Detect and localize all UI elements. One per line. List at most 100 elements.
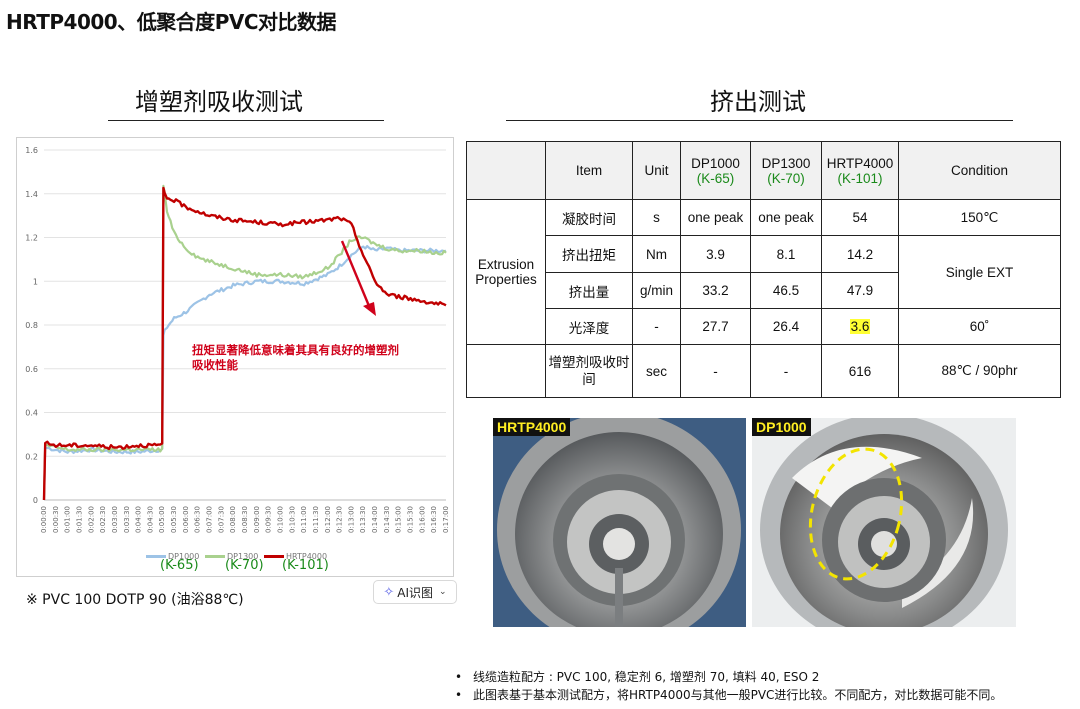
y-tick-label: 0 <box>33 496 38 505</box>
row-unit: s <box>632 199 681 236</box>
legend-label-hrtp4000: HRTP4000 <box>286 552 328 561</box>
row-hrtp4000: 3.6 <box>821 308 899 345</box>
legend-swatch-hrtp4000 <box>264 555 284 558</box>
x-tick-label: 0:04:00 <box>135 506 143 533</box>
annotation-arrow-shaft <box>340 240 371 307</box>
x-tick-label: 0:09:00 <box>253 506 261 533</box>
row-condition: 150℃ <box>898 199 1061 236</box>
annotation-line-2: 吸收性能 <box>192 358 238 372</box>
extruder-photo-dp1000 <box>752 418 1016 627</box>
legend-k-hrtp4000: (K-101) <box>282 558 329 573</box>
x-tick-label: 0:15:00 <box>395 506 403 533</box>
row-item: 凝胶时间 <box>545 199 633 236</box>
x-tick-label: 0:11:00 <box>300 506 308 533</box>
legend-dp1300: DP1300 <box>205 552 258 561</box>
row-item: 增塑剂吸收时间 <box>545 344 633 398</box>
x-tick-label: 0:00:00 <box>40 506 48 533</box>
series-line-hrtp4000 <box>42 186 447 501</box>
x-tick-label: 0:01:00 <box>64 506 72 533</box>
row-dp1300: 26.4 <box>750 308 822 345</box>
x-tick-label: 0:07:00 <box>206 506 214 533</box>
row-dp1000: 33.2 <box>680 272 751 309</box>
table-row: 增塑剂吸收时间 sec - - 616 88℃ / 90phr <box>466 344 1061 398</box>
row-item: 挤出量 <box>545 272 633 309</box>
table-row: Extrusion Properties 凝胶时间 s one peak one… <box>466 199 1061 345</box>
chart-annotation: 扭矩显著降低意味着其具有良好的增塑剂 吸收性能 <box>192 343 432 373</box>
row-blank <box>466 344 546 398</box>
chevron-down-icon: ⌄ <box>439 587 447 597</box>
row-unit: sec <box>632 344 681 398</box>
ai-button-label: AI识图 <box>397 585 434 600</box>
right-section-rule <box>506 120 1013 121</box>
x-tick-label: 0:09:30 <box>265 506 273 533</box>
header-hrtp4000-name: HRTP4000 <box>826 155 894 171</box>
x-tick-label: 0:06:00 <box>182 506 190 533</box>
ai-image-recognition-button[interactable]: ✧ AI识图 ⌄ <box>373 580 457 604</box>
header-blank <box>466 141 546 200</box>
series-line-dp1300 <box>42 184 447 501</box>
annotation-arrow-head <box>363 302 376 316</box>
legend-swatch-dp1300 <box>205 555 225 558</box>
row-condition: 60˚ <box>898 308 1061 345</box>
x-tick-label: 0:02:30 <box>99 506 107 533</box>
y-tick-label: 0.2 <box>25 452 38 461</box>
photo-tag-hrtp4000: HRTP4000 <box>493 418 571 436</box>
series-line-dp1000 <box>42 244 447 501</box>
row-dp1300: 8.1 <box>750 235 822 273</box>
row-hrtp4000: 14.2 <box>821 235 899 273</box>
header-dp1000-k: (K-65) <box>696 170 735 186</box>
y-tick-label: 1.6 <box>25 146 38 155</box>
x-tick-label: 0:01:30 <box>75 506 83 533</box>
x-tick-label: 0:14:30 <box>383 506 391 533</box>
y-tick-label: 0.4 <box>25 409 38 418</box>
table-row: 光泽度 - 27.7 26.4 3.6 60˚ <box>467 308 1061 345</box>
x-tick-label: 0:05:00 <box>158 506 166 533</box>
x-tick-label: 0:07:30 <box>217 506 225 533</box>
y-tick-label: 0.6 <box>25 365 38 374</box>
x-tick-label: 0:02:00 <box>87 506 95 533</box>
header-dp1000-name: DP1000 <box>691 155 740 171</box>
left-section-rule <box>108 120 384 121</box>
row-dp1000: one peak <box>680 199 751 236</box>
legend-k-dp1300: (K-70) <box>225 558 264 573</box>
note-item: 此图表基于基本测试配方，将HRTP4000与其他一般PVC进行比较。不同配方，对… <box>455 686 1002 704</box>
left-section-title: 增塑剂吸收测试 <box>135 88 303 116</box>
header-item: Item <box>545 141 633 200</box>
row-unit: g/min <box>632 272 681 309</box>
header-unit: Unit <box>632 141 681 200</box>
bottom-notes: 线缆造粒配方 : PVC 100, 稳定剂 6, 增塑剂 70, 填料 40, … <box>455 668 1002 704</box>
header-dp1300-k: (K-70) <box>767 170 805 186</box>
legend-label-dp1000: DP1000 <box>168 552 200 561</box>
torque-chart-svg: 0 0.2 0.4 0.6 0.8 1 1.2 1.4 1.6 0:00:00 0:00:30 0:0… <box>25 146 450 533</box>
row-hrtp4000: 54 <box>821 199 899 236</box>
x-tick-label: 0:14:00 <box>371 506 379 533</box>
row-condition: 88℃ / 90phr <box>898 344 1061 398</box>
header-dp1300: DP1300 (K-70) <box>750 141 822 200</box>
legend-hrtp4000: HRTP4000 <box>264 552 327 561</box>
legend-dp1000: DP1000 <box>146 552 199 561</box>
x-tick-label: 0:04:30 <box>146 506 154 533</box>
x-tick-label: 0:16:00 <box>418 506 426 533</box>
legend-label-dp1300: DP1300 <box>227 552 259 561</box>
header-hrtp4000: HRTP4000 (K-101) <box>821 141 899 200</box>
row-condition: Single EXT <box>898 235 1061 309</box>
header-dp1300-name: DP1300 <box>761 155 811 171</box>
row-dp1300: one peak <box>750 199 822 236</box>
row-dp1000: 3.9 <box>680 235 751 273</box>
x-tick-label: 0:03:00 <box>111 506 119 533</box>
page-title: HRTP4000、低聚合度PVC对比数据 <box>6 10 337 34</box>
x-tick-label: 0:11:30 <box>312 506 320 533</box>
x-tick-label: 0:15:30 <box>407 506 415 533</box>
group-label: Extrusion Properties <box>466 199 546 345</box>
x-tick-label: 0:13:00 <box>347 506 355 533</box>
x-tick-label: 0:08:00 <box>229 506 237 533</box>
extruder-photo-hrtp4000 <box>493 418 746 627</box>
x-tick-label: 0:00:30 <box>52 506 60 533</box>
row-hrtp4000: 47.9 <box>821 272 899 309</box>
right-section-title: 挤出测试 <box>710 88 806 116</box>
photo-tag-dp1000: DP1000 <box>752 418 811 436</box>
x-tick-label: 0:10:00 <box>276 506 284 533</box>
row-dp1300: - <box>750 344 822 398</box>
note-item: 线缆造粒配方 : PVC 100, 稳定剂 6, 增塑剂 70, 填料 40, … <box>455 668 1002 686</box>
row-dp1000: 27.7 <box>680 308 751 345</box>
